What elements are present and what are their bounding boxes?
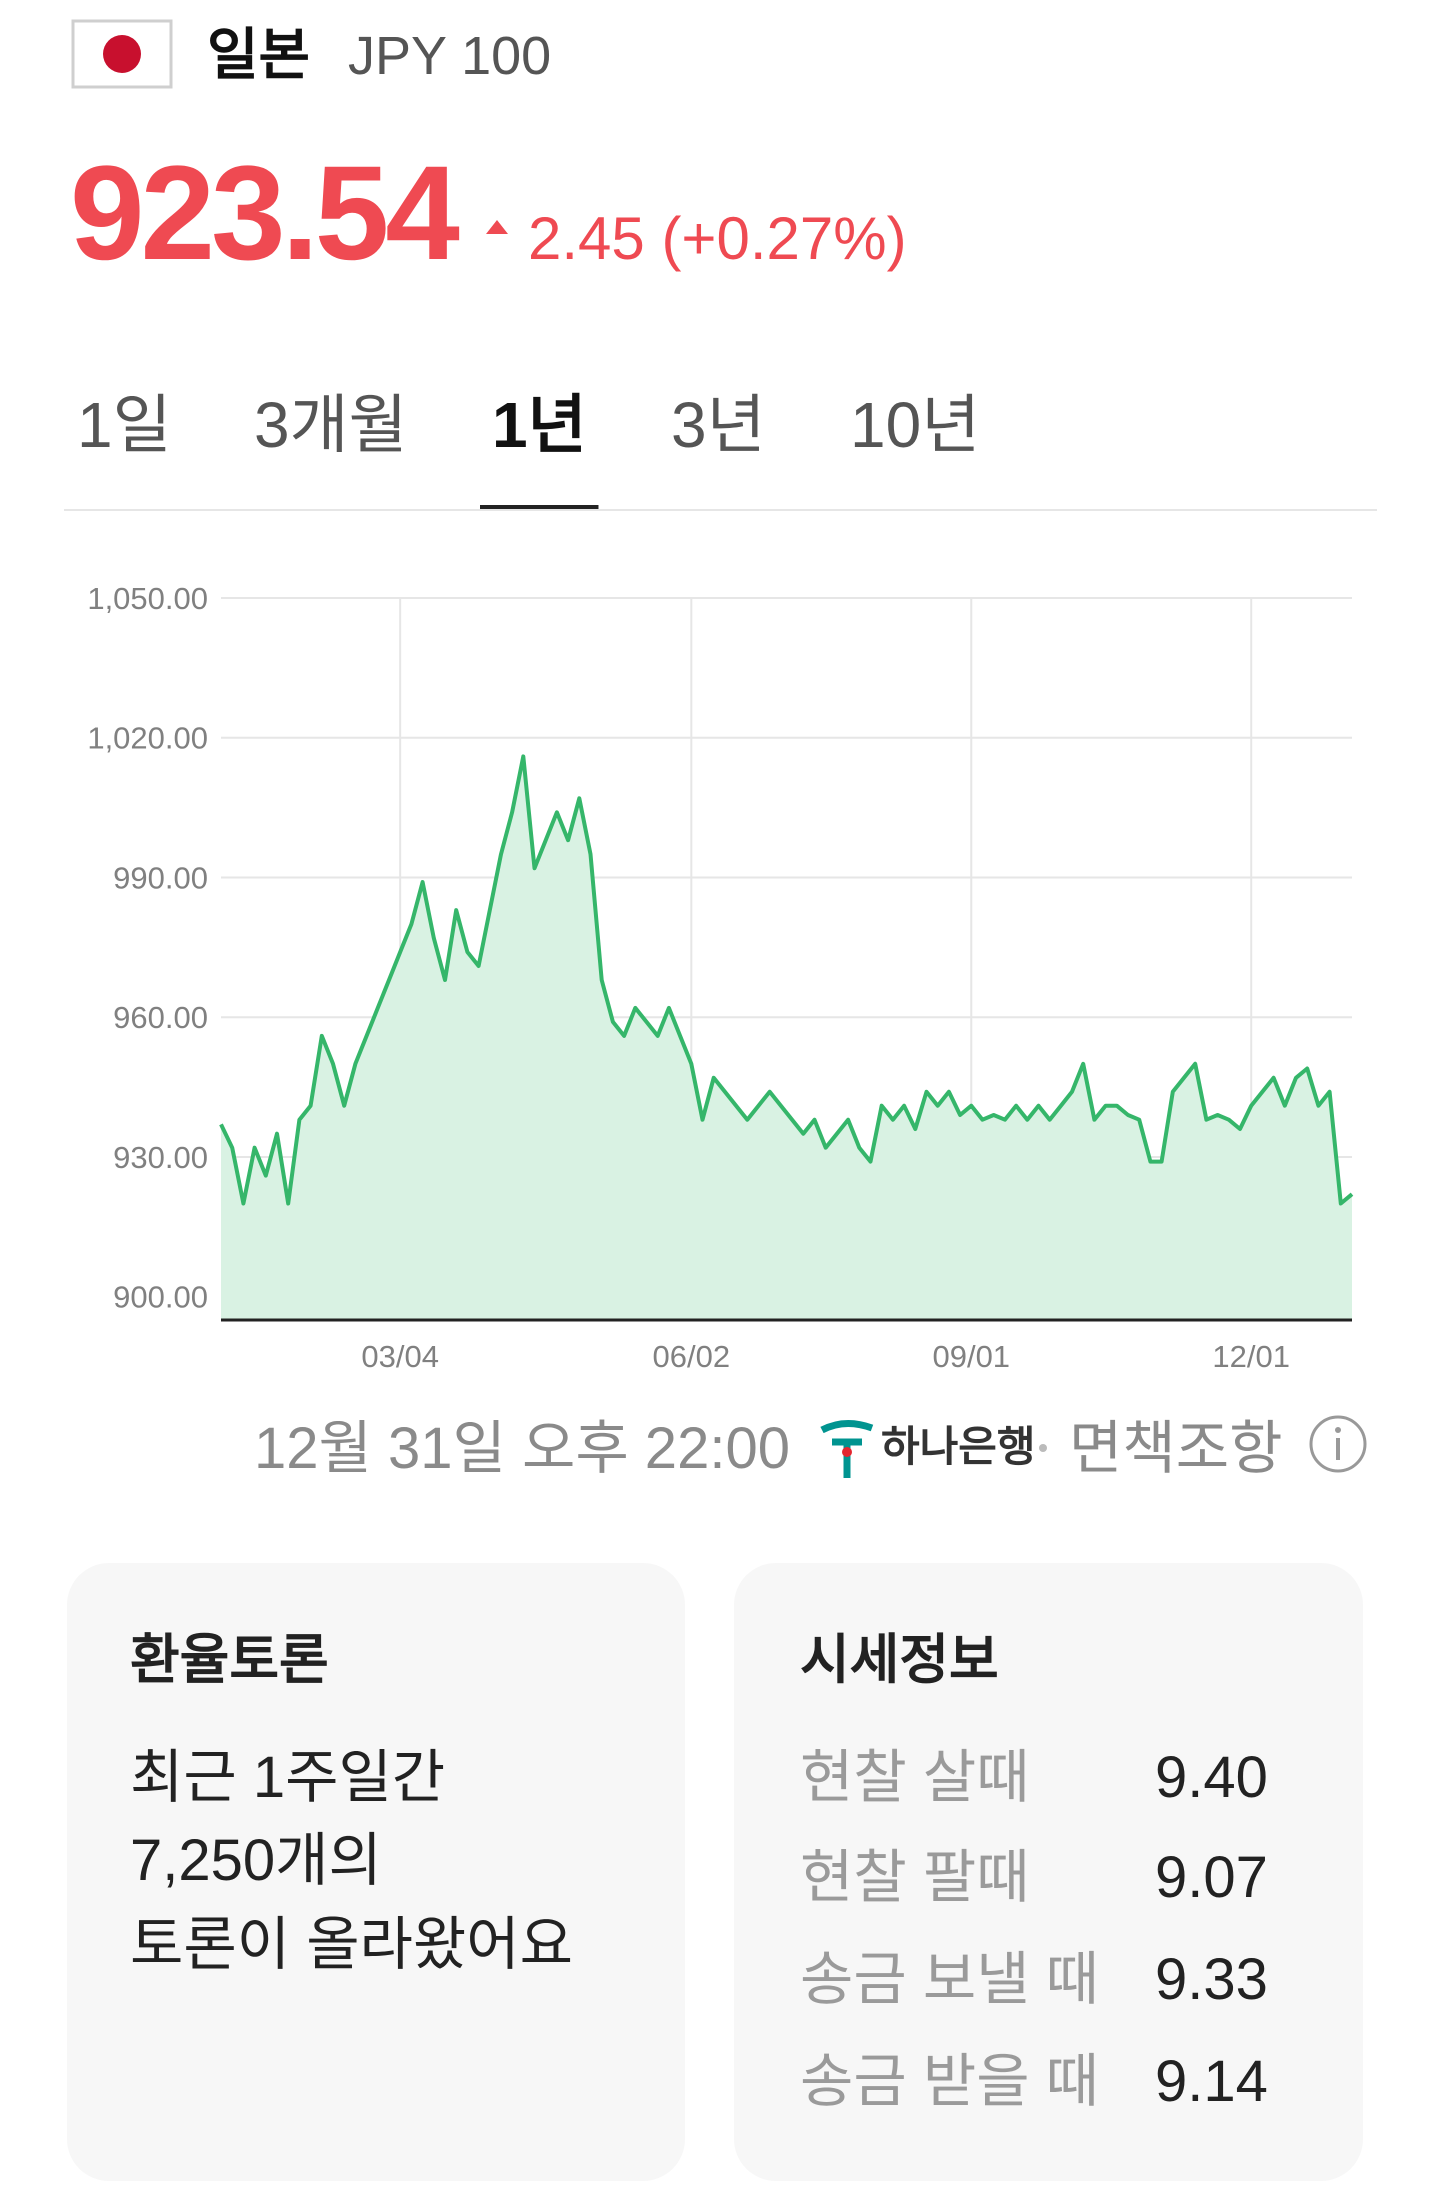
bank-name: 하나은행 xyxy=(881,1423,1036,1470)
tab[interactable]: 1일 xyxy=(77,389,171,461)
x-tick-label: 12/01 xyxy=(1212,1339,1290,1374)
price-change: 2.45 (+0.27%) xyxy=(528,205,907,272)
tabs: 1일 3개월 1년 3년 10년 xyxy=(77,389,980,509)
quote-label: 송금 받을 때 xyxy=(800,2049,1099,2114)
area xyxy=(221,756,1352,1320)
y-tick-label: 1,050.00 xyxy=(87,581,208,616)
bank-logo xyxy=(820,1420,874,1478)
y-tick-label: 990.00 xyxy=(113,860,208,895)
chart: 900.00 930.00 960.00 990.00 1,020.00 1,050.00… xyxy=(87,581,1354,1374)
tab[interactable]: 3년 xyxy=(671,389,765,461)
quotes-card[interactable] xyxy=(734,1563,1363,2181)
x-tick-label: 09/01 xyxy=(932,1339,1010,1374)
info-icon[interactable] xyxy=(1309,1415,1367,1473)
timestamp: 12월 31일 오후 22:00 xyxy=(254,1416,790,1481)
flag xyxy=(71,19,173,89)
flag-sun xyxy=(103,35,141,73)
discussion-line: 최근 1주일간 xyxy=(130,1745,445,1810)
currency-code: JPY 100 xyxy=(348,26,551,86)
quote-value: 9.14 xyxy=(1155,2049,1268,2114)
price: 923.54 xyxy=(70,139,459,288)
quotes-title: 시세정보 xyxy=(800,1630,999,1690)
discussion-line: 7,250개의 xyxy=(130,1828,382,1893)
disclaimer[interactable]: 면책조항 xyxy=(1069,1416,1282,1481)
quote-label: 현찰 살때 xyxy=(800,1745,1030,1810)
tab[interactable]: 1년 xyxy=(492,389,586,461)
change: 2.45 xyxy=(528,205,645,272)
quote-label: 송금 보낼 때 xyxy=(800,1947,1099,2012)
discussion-title: 환율토론 xyxy=(130,1630,329,1690)
line xyxy=(219,754,1354,1206)
country-name: 일본 xyxy=(207,23,310,86)
y-tick-label: 1,020.00 xyxy=(87,721,208,756)
quote-value: 9.07 xyxy=(1155,1845,1268,1910)
x-tick-label: 03/04 xyxy=(361,1339,439,1374)
tab[interactable]: 3개월 xyxy=(254,389,407,461)
x-tick-label: 06/02 xyxy=(653,1339,731,1374)
tab[interactable]: 10년 xyxy=(850,389,980,461)
separator-dot xyxy=(1039,1444,1047,1452)
up-arrow xyxy=(486,220,508,234)
change-pct: (+0.27%) xyxy=(661,205,906,272)
quote-value: 9.33 xyxy=(1155,1947,1268,2012)
discussion-line: 토론이 올라왔어요 xyxy=(130,1912,573,1977)
quote-label: 현찰 팔때 xyxy=(800,1845,1030,1910)
y-tick-label: 900.00 xyxy=(113,1280,208,1315)
y-tick-label: 960.00 xyxy=(113,1000,208,1035)
discussion-card[interactable] xyxy=(67,1563,685,2181)
y-tick-label: 930.00 xyxy=(113,1140,208,1175)
tab-underline xyxy=(480,505,599,509)
quote-value: 9.40 xyxy=(1155,1745,1268,1810)
